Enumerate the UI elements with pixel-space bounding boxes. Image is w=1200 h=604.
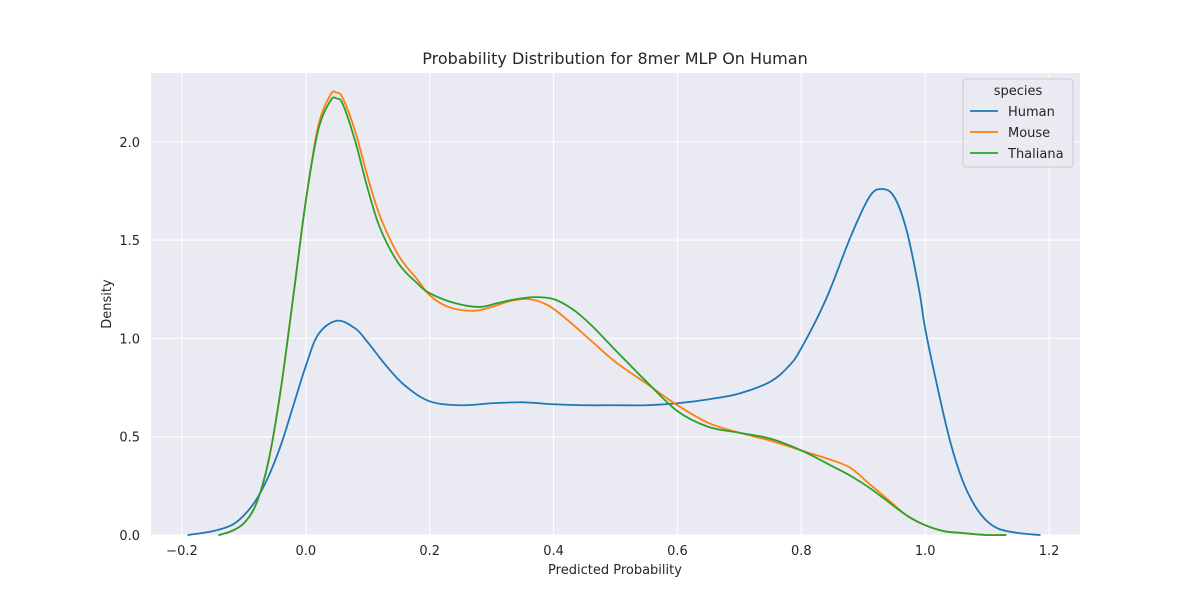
series-line-thaliana: [218, 96, 1007, 537]
chart-title: Probability Distribution for 8mer MLP On…: [422, 49, 807, 68]
y-tick-label: 2.0: [119, 136, 140, 151]
legend-label-human: Human: [1008, 105, 1055, 120]
legend-box: [962, 78, 1074, 168]
series-line-human: [187, 188, 1041, 536]
legend-title: species: [994, 84, 1043, 99]
x-tick-label: 0.6: [667, 544, 688, 559]
x-tick-label: −0.2: [166, 544, 198, 559]
legend-label-mouse: Mouse: [1008, 126, 1050, 141]
x-axis-label: Predicted Probability: [548, 563, 682, 578]
legend-items: Human Mouse Thaliana: [970, 105, 1064, 162]
y-tick-labels: 0.0 0.5 1.0 1.5 2.0: [119, 136, 140, 544]
series-lines: [187, 90, 1041, 537]
x-tick-label: 0.0: [295, 544, 316, 559]
legend-label-thaliana: Thaliana: [1007, 147, 1064, 162]
x-tick-label: 0.2: [419, 544, 440, 559]
x-tick-label: 1.0: [915, 544, 936, 559]
y-tick-label: 1.5: [119, 234, 140, 249]
x-tick-label: 0.8: [791, 544, 812, 559]
x-tick-label: 0.4: [543, 544, 564, 559]
y-tick-label: 0.0: [119, 529, 140, 544]
y-axis-label: Density: [100, 279, 115, 329]
legend: species Human Mouse Thaliana: [962, 78, 1074, 168]
y-tick-label: 0.5: [119, 431, 140, 446]
y-tick-label: 1.0: [119, 332, 140, 347]
x-tick-labels: −0.2 0.0 0.2 0.4 0.6 0.8 1.0 1.2: [166, 544, 1059, 559]
x-tick-label: 1.2: [1039, 544, 1060, 559]
